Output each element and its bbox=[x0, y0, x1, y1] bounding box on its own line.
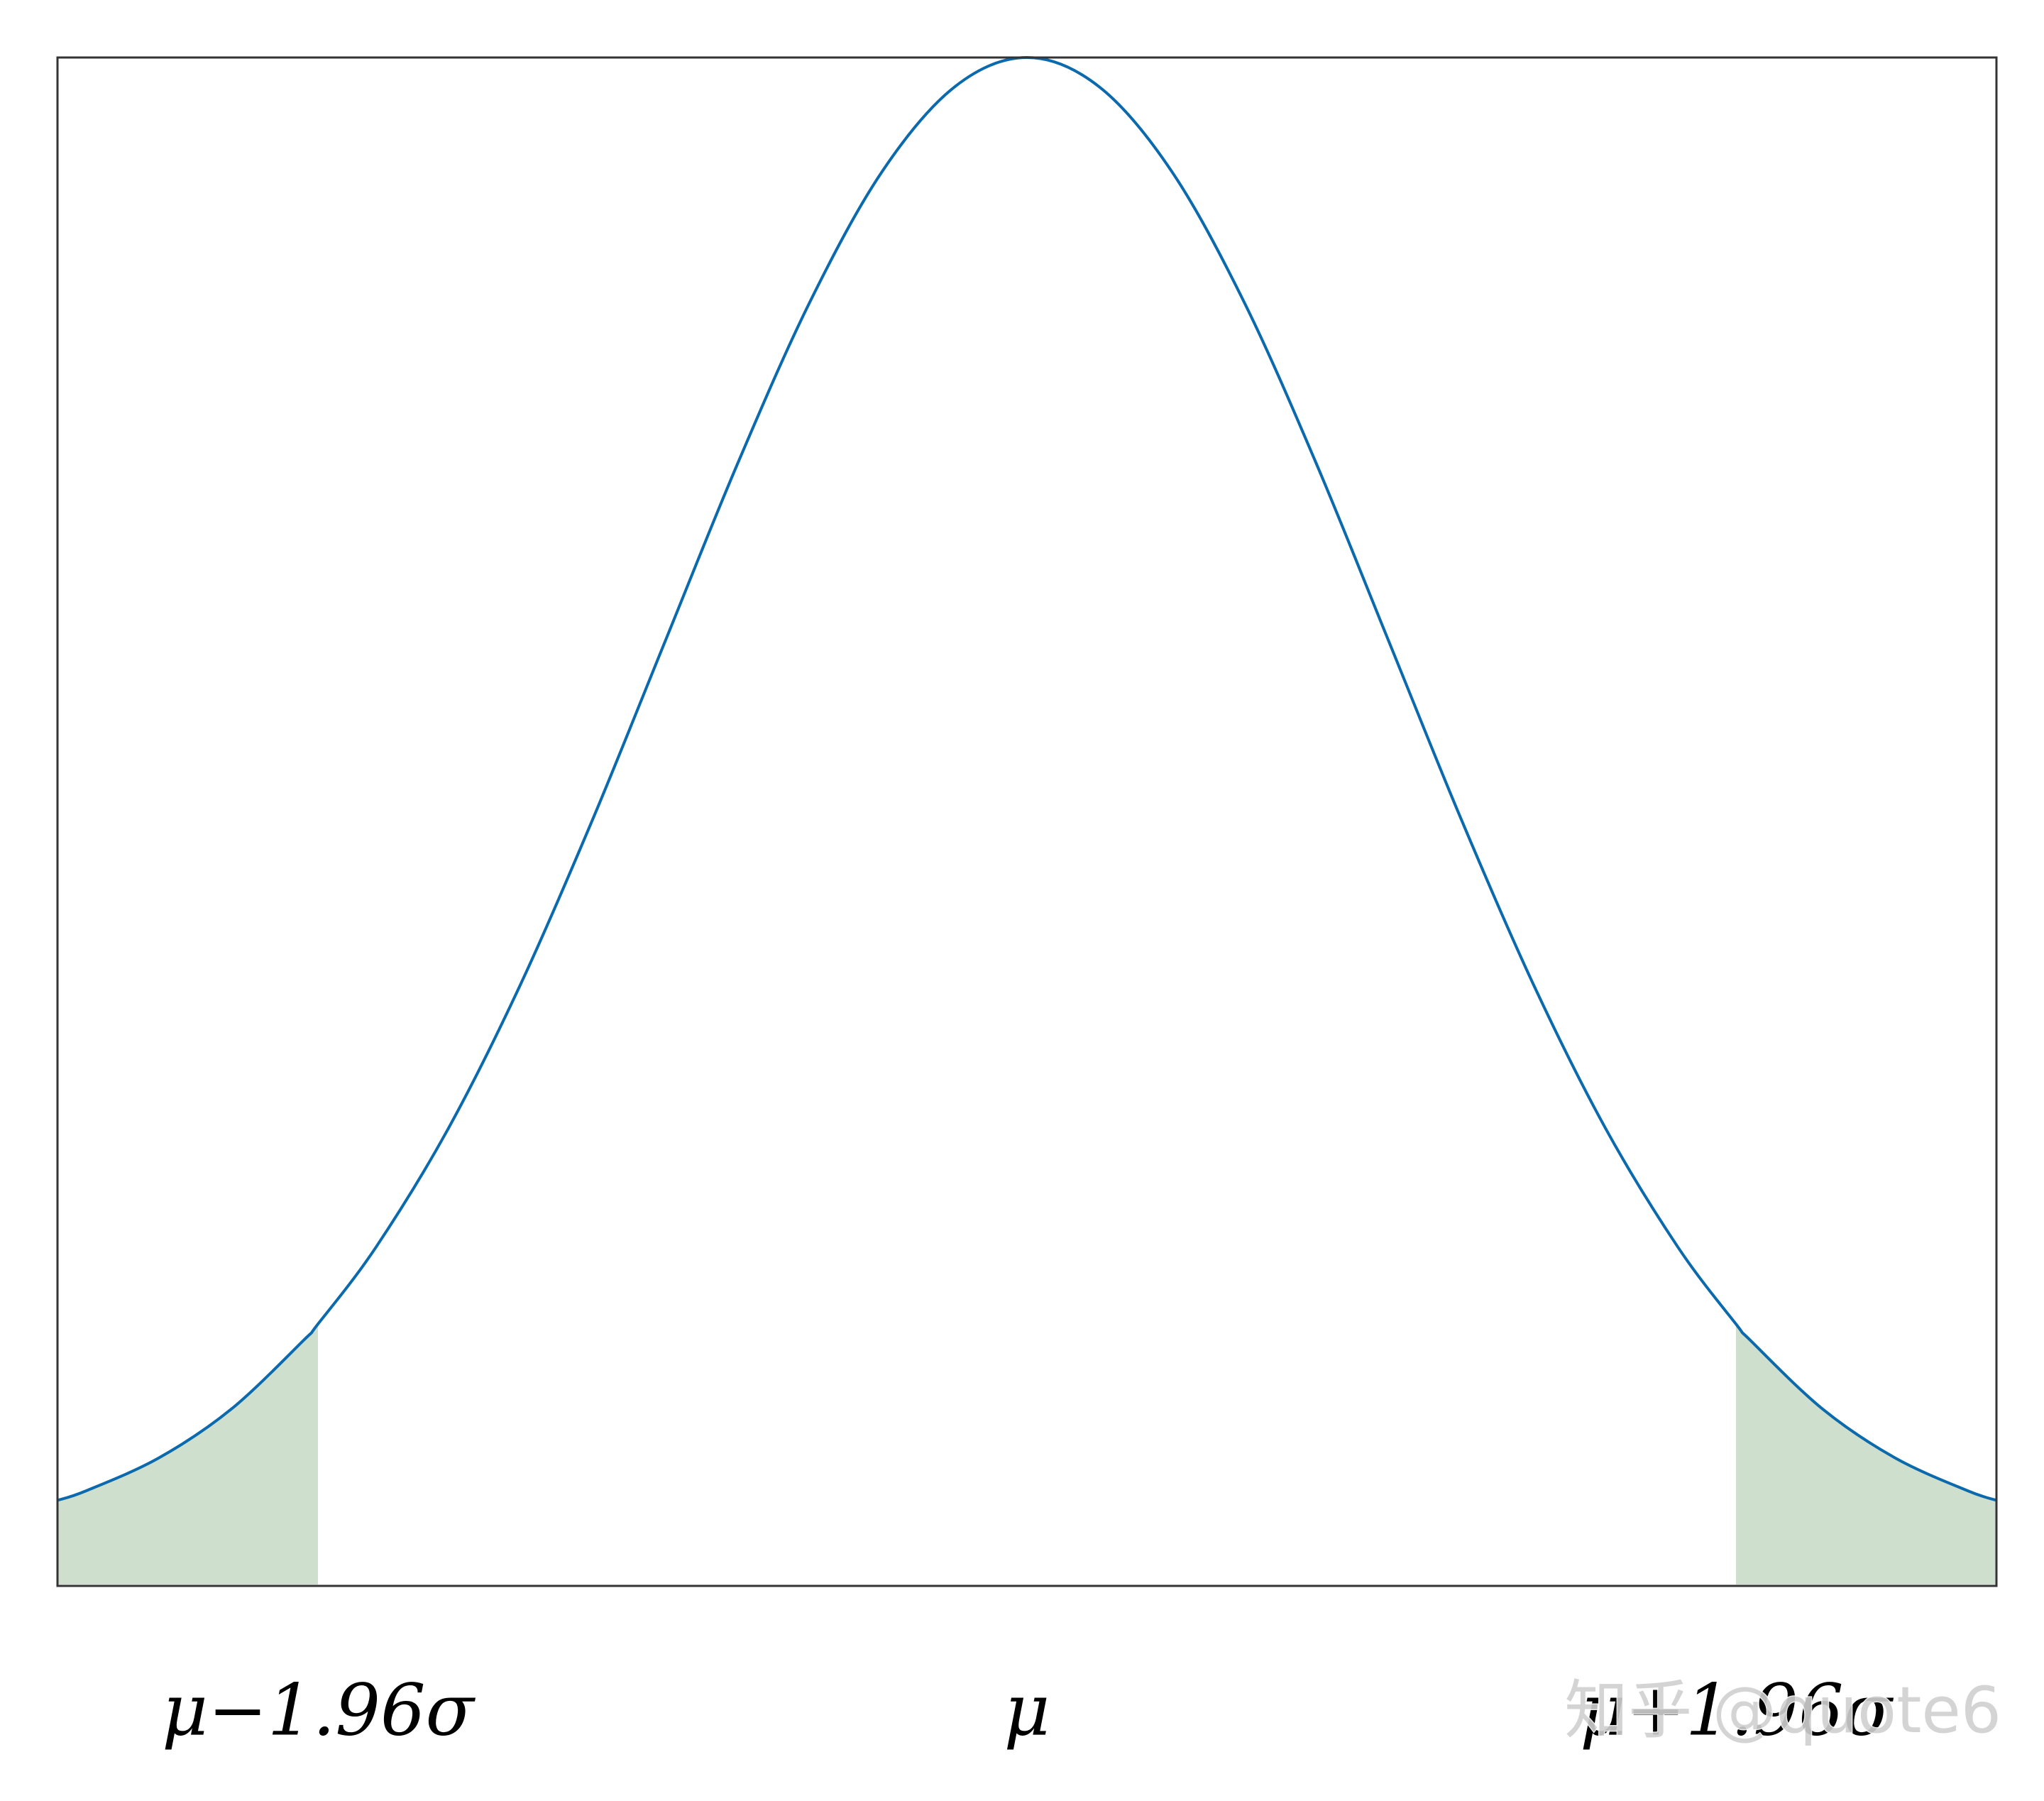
x-tick-label: μ+1.96σ bbox=[1580, 1669, 1894, 1752]
x-tick-label: μ−1.96σ bbox=[162, 1669, 476, 1752]
tail-shade bbox=[57, 1324, 318, 1584]
tail-shade bbox=[1736, 1324, 1996, 1584]
plot-frame bbox=[56, 56, 1998, 1587]
watermark: 知乎 @quote6 bbox=[1564, 1673, 2001, 1748]
x-tick-label: μ bbox=[1004, 1669, 1050, 1752]
